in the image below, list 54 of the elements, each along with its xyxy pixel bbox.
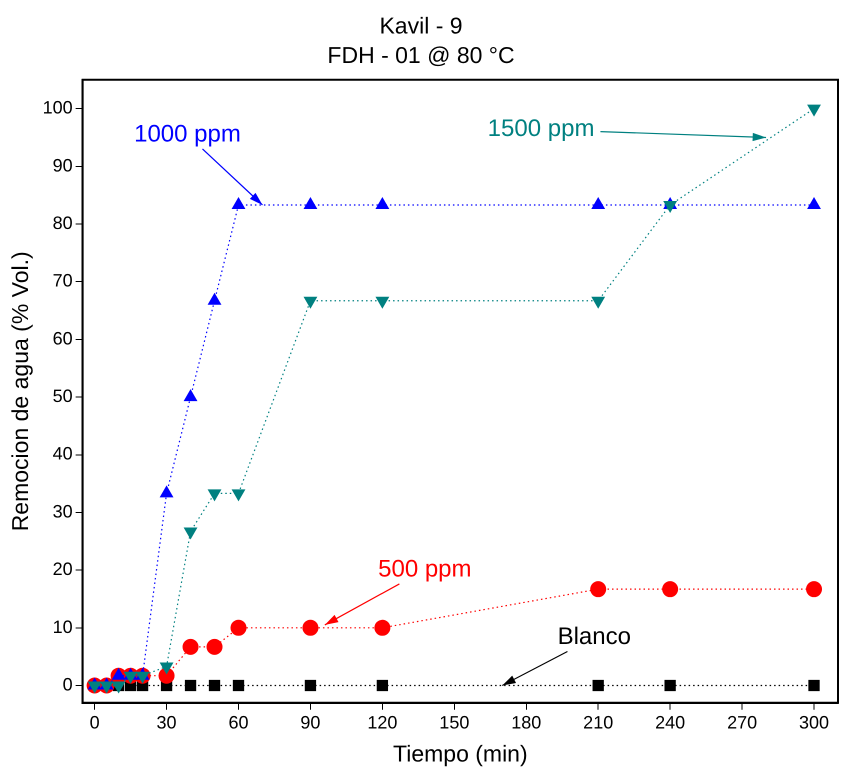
point bbox=[591, 196, 606, 209]
point bbox=[590, 581, 606, 598]
point bbox=[807, 196, 821, 209]
point bbox=[232, 680, 244, 692]
y-tick-label: 0 bbox=[62, 674, 73, 694]
point bbox=[160, 485, 174, 498]
y-tick-label: 20 bbox=[52, 559, 73, 580]
y-tick-label: 70 bbox=[52, 270, 73, 291]
point bbox=[302, 620, 318, 636]
point bbox=[304, 196, 318, 209]
annotation: 1000 ppm bbox=[134, 120, 241, 148]
point bbox=[664, 680, 676, 692]
y-tick-label: 40 bbox=[52, 444, 73, 464]
x-tick-label: 150 bbox=[439, 712, 470, 733]
point bbox=[374, 620, 390, 636]
point bbox=[184, 389, 198, 402]
point bbox=[808, 680, 820, 692]
annotation: 1500 ppm bbox=[488, 115, 594, 142]
x-tick-label: 240 bbox=[655, 712, 686, 733]
annotation: Blanco bbox=[558, 623, 631, 650]
y-tick-label: 10 bbox=[52, 616, 73, 637]
y-axis-title: Remocion de agua (% Vol.) bbox=[7, 251, 34, 532]
point bbox=[230, 620, 246, 636]
y-tick-label: 90 bbox=[52, 155, 73, 176]
point bbox=[376, 680, 388, 692]
chart-title: Kavil - 9 bbox=[379, 12, 463, 38]
point bbox=[304, 680, 316, 692]
y-tick-label: 100 bbox=[42, 98, 73, 118]
x-tick-label: 90 bbox=[300, 712, 320, 733]
chart-subtitle: FDH - 01 @ 80 °C bbox=[327, 42, 515, 68]
y-tick-label: 50 bbox=[52, 386, 73, 406]
x-tick-label: 0 bbox=[90, 712, 100, 733]
annotation: 500 ppm bbox=[378, 556, 472, 583]
point bbox=[208, 680, 220, 692]
x-tick-label: 180 bbox=[511, 712, 542, 733]
point bbox=[232, 196, 246, 209]
x-tick-label: 300 bbox=[798, 712, 830, 733]
point bbox=[375, 196, 390, 209]
point bbox=[662, 581, 678, 598]
x-tick-label: 210 bbox=[583, 712, 614, 733]
y-tick-label: 80 bbox=[52, 212, 73, 233]
point bbox=[206, 638, 223, 655]
x-axis-title: Tiempo (min) bbox=[393, 740, 528, 767]
x-tick-label: 60 bbox=[228, 712, 249, 733]
x-tick-label: 30 bbox=[156, 712, 177, 733]
x-tick-label: 120 bbox=[367, 712, 398, 733]
point bbox=[182, 638, 199, 655]
y-tick-label: 30 bbox=[52, 501, 73, 522]
point bbox=[208, 292, 222, 305]
y-tick-label: 60 bbox=[52, 328, 73, 348]
point bbox=[806, 581, 822, 598]
x-tick-label: 270 bbox=[727, 712, 758, 733]
point bbox=[592, 680, 604, 692]
point bbox=[184, 680, 196, 692]
